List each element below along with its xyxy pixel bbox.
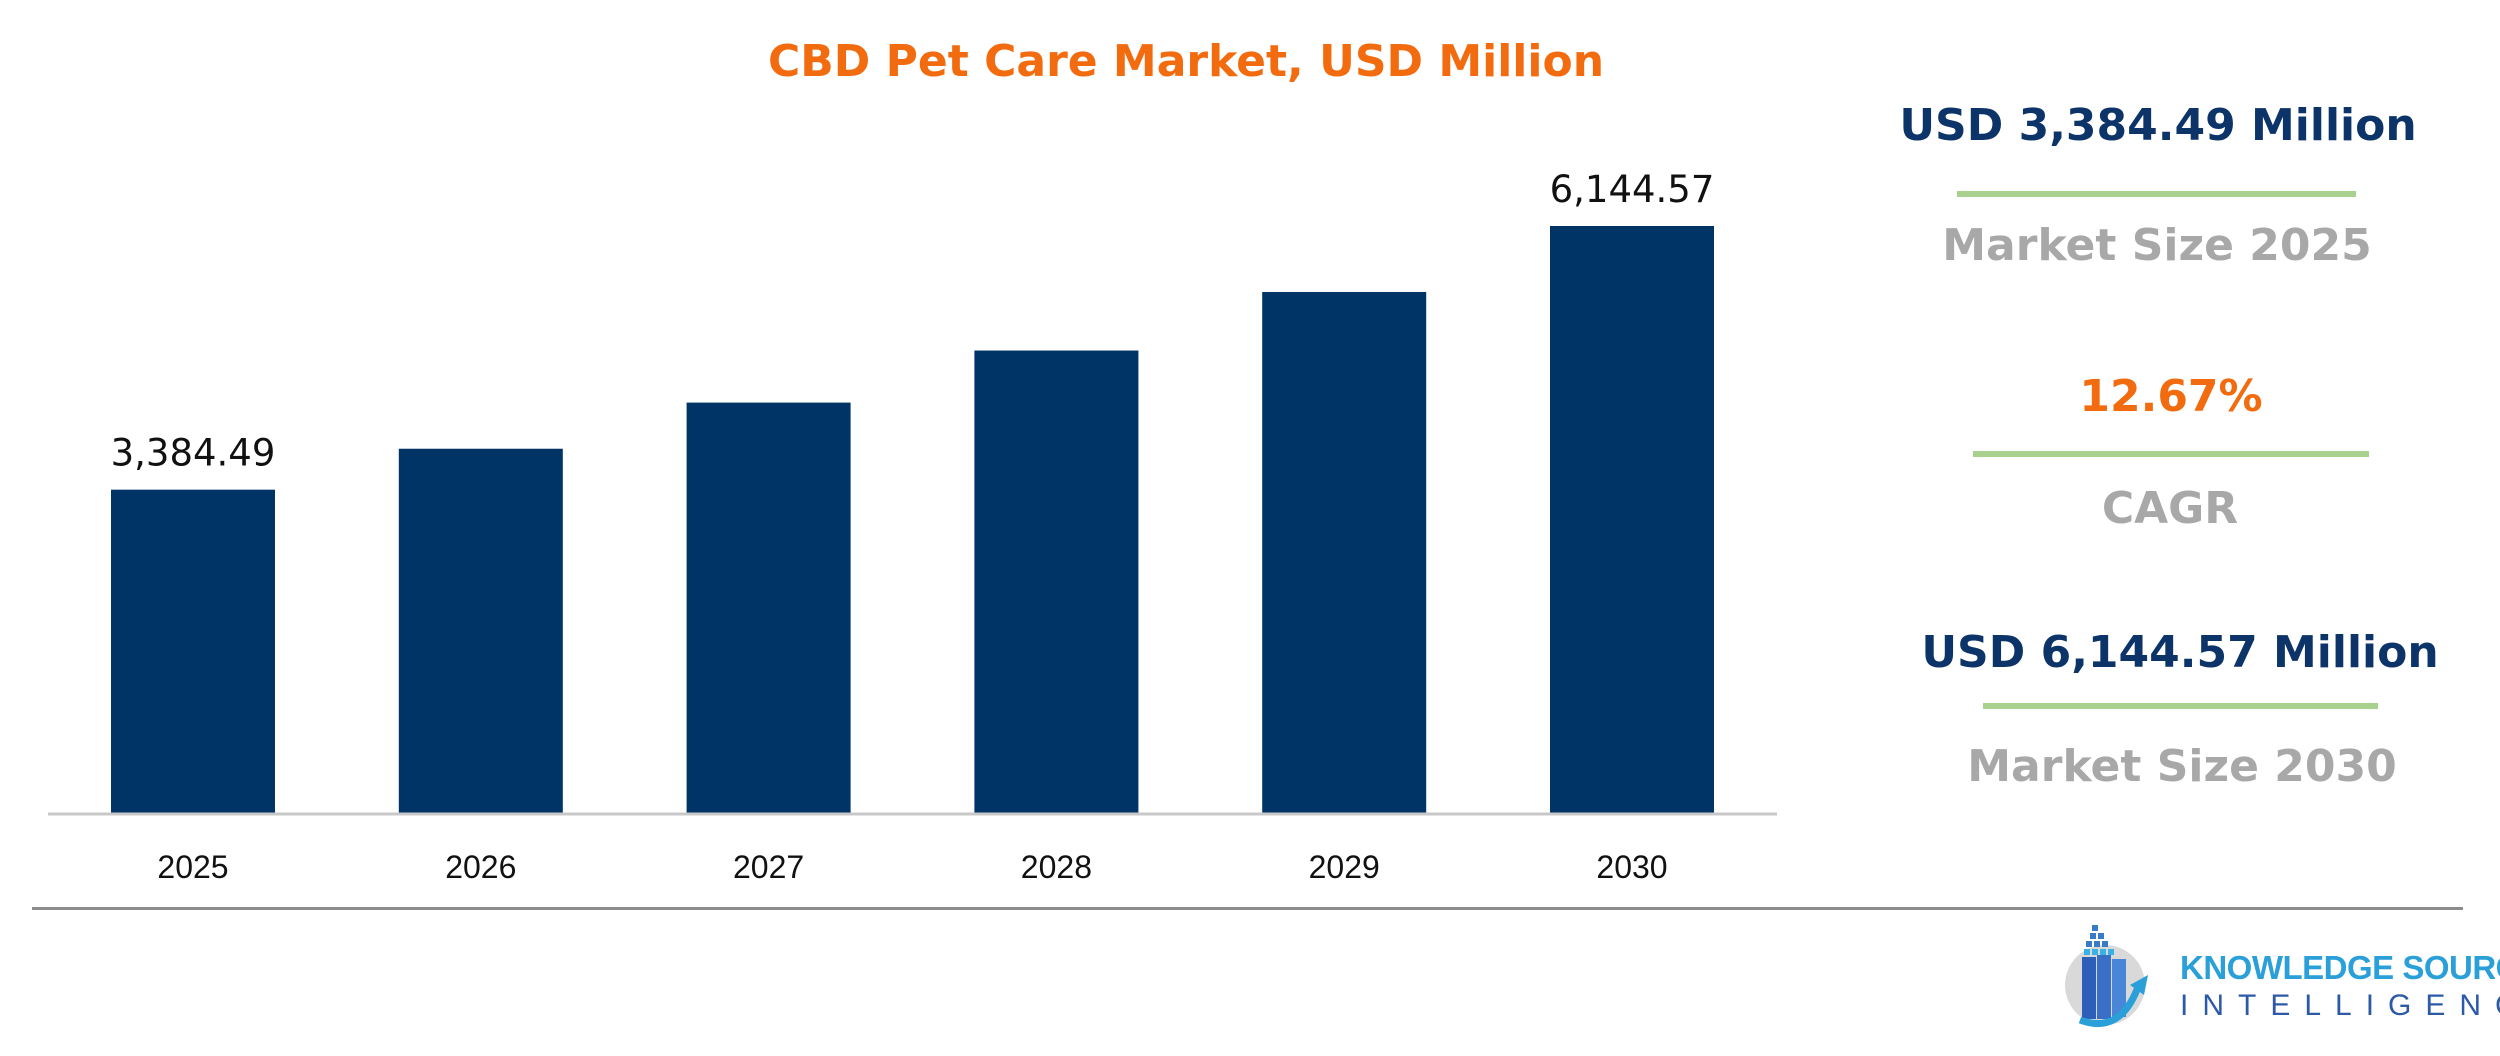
divider: [1983, 703, 2378, 709]
company-logo: KNOWLEDGE SOURCING INTELLIGENCE: [2040, 915, 2500, 1035]
cagr-label: CAGR: [2101, 483, 2239, 534]
data-label: 6,144.57: [1550, 168, 1715, 211]
market-size-2030-label: Market Size 2030: [1967, 741, 2397, 792]
chart-title: CBD Pet Care Market, USD Million: [767, 36, 1605, 87]
bar-2025: [111, 489, 275, 813]
x-tick-label: 2028: [1021, 849, 1092, 885]
market-size-2025-label: Market Size 2025: [1942, 220, 2372, 271]
data-label: 3,384.49: [111, 432, 276, 475]
bar-2030: [1550, 226, 1714, 813]
bar-2027: [686, 402, 851, 813]
x-tick-label: 2025: [157, 849, 228, 885]
logo-text-line2: INTELLIGENCE: [2180, 989, 2500, 1022]
bar-chart: 2025 3,384.49 2026 2027 2028 2029 2030 6,144.57: [48, 168, 1777, 885]
x-tick-label: 2030: [1596, 849, 1667, 885]
bar-2029: [1262, 291, 1427, 813]
divider: [1957, 191, 2356, 197]
footer-divider: [32, 907, 2463, 910]
bar-2028: [974, 350, 1139, 813]
x-tick-label: 2026: [445, 849, 516, 885]
market-size-2025-value: USD 3,384.49 Million: [1899, 100, 2417, 151]
divider: [1973, 451, 2369, 457]
cagr-value: 12.67%: [2079, 371, 2263, 422]
logo-text-line1: KNOWLEDGE SOURCING: [2180, 949, 2500, 986]
x-tick-label: 2029: [1309, 849, 1380, 885]
bar-2026: [398, 448, 563, 813]
ship-chart-arrow-logo-icon: [2065, 925, 2148, 1027]
x-tick-label: 2027: [733, 849, 804, 885]
market-size-2030-value: USD 6,144.57 Million: [1921, 627, 2439, 678]
